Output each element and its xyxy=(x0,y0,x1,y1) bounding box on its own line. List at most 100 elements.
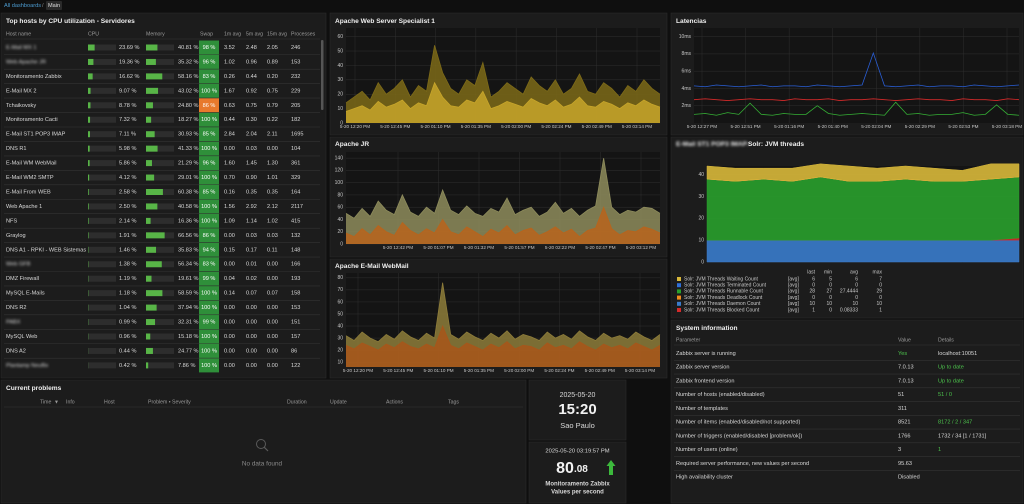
legend-last: 0 xyxy=(812,295,815,301)
x-tick-label: 5-20 02:29 PM xyxy=(905,124,935,129)
item-value-integer: 80 xyxy=(556,460,574,477)
y-tick-label: 2ms xyxy=(682,103,692,109)
swap-cell xyxy=(199,315,219,330)
stacked-area xyxy=(706,176,1020,241)
load-15m: 2.05 xyxy=(267,45,278,51)
details: 1732 / 34 [1 / 1731] xyxy=(938,433,987,439)
area-line xyxy=(345,282,661,343)
load-1m: 0.00 xyxy=(224,363,235,369)
load-5m: 0.00 xyxy=(246,363,257,369)
load-15m: 0.11 xyxy=(267,247,277,253)
x-tick-label: 5-20 02:49 PM xyxy=(582,124,612,129)
parameter: Zabbix frontend version xyxy=(676,378,734,384)
cpu-label: 23.69 % xyxy=(119,45,140,51)
gauge-track xyxy=(146,319,174,326)
swap-cell xyxy=(199,228,219,243)
y-tick-label: 40 xyxy=(337,217,343,223)
gauge-track xyxy=(146,160,174,167)
processes: 157 xyxy=(291,334,300,340)
gauge-track xyxy=(146,246,174,253)
swap-cell xyxy=(199,54,219,69)
sort-indicator[interactable]: ▼ xyxy=(54,399,59,405)
processes: 329 xyxy=(291,175,300,181)
load-1m: 1.56 xyxy=(224,204,235,210)
memory-bar xyxy=(146,333,151,340)
x-tick-label: 5-20 03:14 PM xyxy=(622,124,652,129)
gauge-track xyxy=(88,87,116,94)
memory-bar xyxy=(146,87,159,94)
processes: 182 xyxy=(291,117,300,123)
cpu-bar xyxy=(88,232,89,239)
area-fill xyxy=(346,326,660,367)
legend-function: [avg] xyxy=(788,276,799,282)
processes: 361 xyxy=(291,161,300,167)
swap-cell xyxy=(199,343,219,358)
legend-name: Solr: JVM Threads Waiting Count xyxy=(684,276,759,282)
memory-bar xyxy=(146,246,157,253)
memory-label: 18.27 % xyxy=(178,117,199,123)
gauge-track xyxy=(146,58,174,65)
breadcrumb-current[interactable]: Main xyxy=(48,3,60,9)
gauge-track xyxy=(146,145,174,152)
gauge-track xyxy=(146,44,174,51)
swap-value: 99 % xyxy=(203,276,216,282)
cpu-bar xyxy=(88,145,90,152)
memory-label: 21.29 % xyxy=(178,161,199,167)
swap-cell xyxy=(199,170,219,185)
processes: 132 xyxy=(291,233,300,239)
area-line xyxy=(345,45,661,104)
scrollbar[interactable] xyxy=(321,40,324,110)
breadcrumb-link[interactable]: All dashboards xyxy=(4,3,41,9)
gauge-track xyxy=(146,217,174,224)
swap-value: 96 % xyxy=(203,59,216,65)
parameter: Number of triggers (enabled/disabled [pr… xyxy=(676,433,802,439)
load-15m: 0.00 xyxy=(267,146,278,152)
host-name: DNS R1 xyxy=(6,146,27,152)
legend-swatch xyxy=(677,289,681,294)
area-fill xyxy=(346,82,660,123)
memory-bar xyxy=(146,203,158,210)
y-tick-label: 4ms xyxy=(682,86,692,92)
memory-bar xyxy=(146,304,157,311)
swap-value: 100 % xyxy=(201,88,217,94)
swap-cell xyxy=(199,40,219,55)
gauge-track xyxy=(146,131,174,138)
y-tick-label: 30 xyxy=(698,194,704,200)
x-tick-label: 5-20 12:45 PM xyxy=(380,124,410,129)
legend-min: 5 xyxy=(829,276,832,282)
swap-value: 83 % xyxy=(203,262,216,268)
host-name: Tchaikovsky xyxy=(6,103,36,109)
memory-label: 66.56 % xyxy=(178,233,199,239)
memory-label: 24.77 % xyxy=(178,348,199,354)
processes: 232 xyxy=(291,74,300,80)
swap-value: 99 % xyxy=(203,320,216,326)
host-name: E-Mail MX 1 xyxy=(6,45,36,51)
line xyxy=(693,51,1020,88)
load-15m: 2.12 xyxy=(267,204,278,210)
y-tick-label: 8ms xyxy=(682,51,692,57)
panel-title: Apache Web Server Specialist 1 xyxy=(335,18,435,25)
memory-bar xyxy=(146,319,156,326)
legend-last: 1 xyxy=(812,307,815,313)
host-name: E-Mail From WEB xyxy=(6,189,51,195)
swap-cell xyxy=(199,112,219,127)
column-header: Info xyxy=(66,399,75,405)
panel-title-host: E-Mail ST1 POP3 IMAP: xyxy=(676,141,749,148)
swap-value: 100 % xyxy=(201,291,217,297)
processes: 205 xyxy=(291,103,300,109)
swap-cell xyxy=(199,358,219,373)
item-value-decimals: .08 xyxy=(574,464,588,475)
panel-title: Latencias xyxy=(676,18,707,25)
legend-function: [avg] xyxy=(788,289,799,295)
swap-cell xyxy=(199,185,219,199)
processes: 164 xyxy=(291,189,300,195)
memory-bar xyxy=(146,189,163,195)
processes: 1695 xyxy=(291,132,303,138)
panel-title: Current problems xyxy=(6,385,62,392)
host-name: Web Apache JR xyxy=(6,59,46,65)
details: localhost:10051 xyxy=(938,351,977,357)
load-5m: 0.02 xyxy=(246,276,257,282)
swap-value: 100 % xyxy=(201,348,217,354)
legend-last: 0 xyxy=(812,283,815,289)
column-header: Duration xyxy=(287,399,307,405)
